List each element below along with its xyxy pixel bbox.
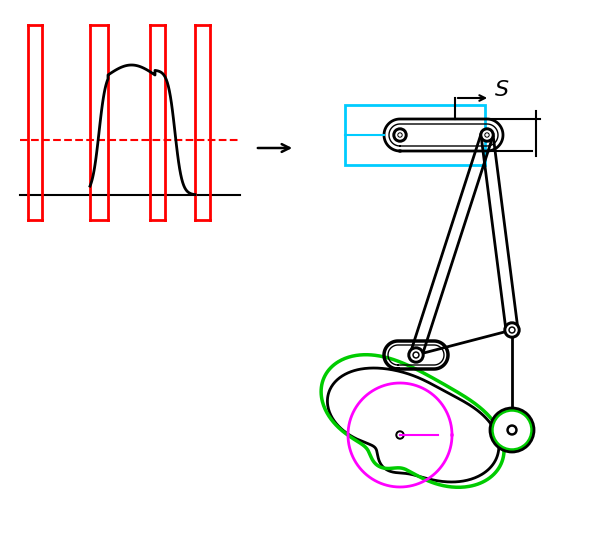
Text: S: S [495, 80, 509, 100]
Circle shape [511, 328, 514, 331]
Circle shape [408, 347, 424, 363]
Circle shape [507, 425, 517, 435]
Circle shape [483, 131, 491, 139]
Circle shape [396, 131, 404, 139]
Circle shape [413, 352, 419, 358]
Circle shape [411, 350, 421, 360]
Circle shape [399, 134, 401, 136]
Bar [345, 105, 485, 165]
Circle shape [486, 134, 488, 136]
Circle shape [480, 128, 494, 142]
Circle shape [485, 133, 489, 137]
Circle shape [396, 431, 404, 439]
Circle shape [507, 325, 517, 335]
Circle shape [393, 128, 407, 142]
Circle shape [415, 353, 418, 357]
Circle shape [509, 427, 514, 432]
Circle shape [398, 133, 402, 137]
Circle shape [504, 322, 520, 338]
Circle shape [398, 433, 402, 437]
Circle shape [509, 327, 515, 333]
Circle shape [492, 410, 532, 450]
